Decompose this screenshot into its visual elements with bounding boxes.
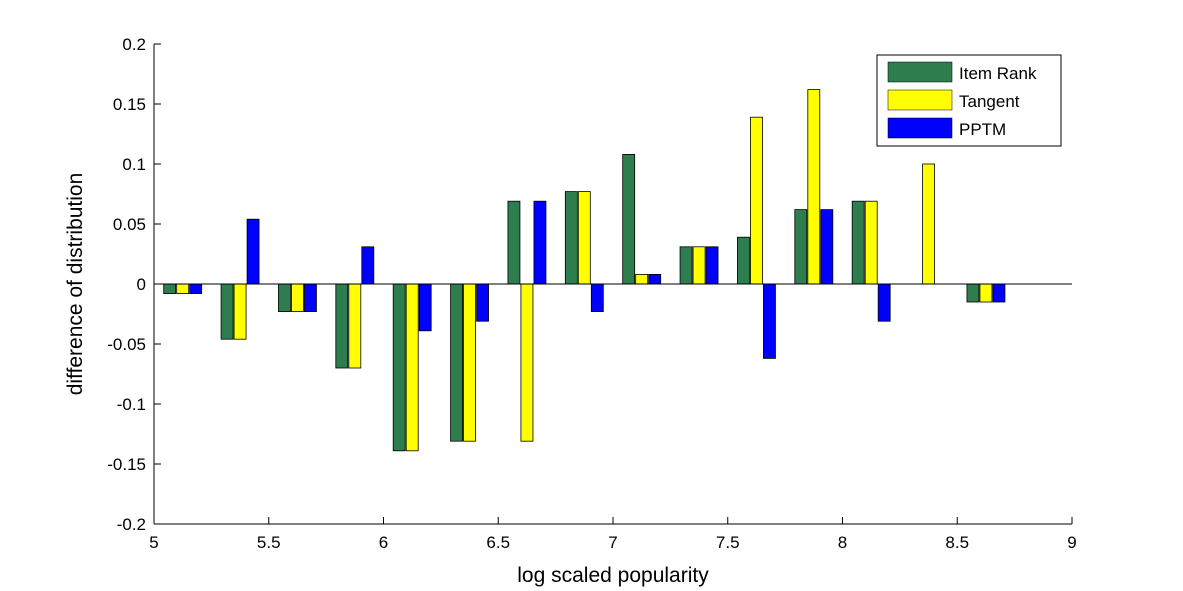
bar-pptm-0: [189, 283, 203, 295]
bar-tangent-11: [807, 89, 821, 285]
bar-tangent-4: [405, 283, 419, 452]
bar-pptm-6: [533, 200, 547, 285]
bar-tangent-6: [520, 283, 534, 442]
bar-pptm-11: [820, 209, 834, 285]
legend-label-item-rank: Item Rank: [959, 64, 1037, 83]
bar-pptm-12: [877, 283, 891, 322]
bar-item-rank-12: [851, 200, 865, 285]
bar-tangent-14: [979, 283, 993, 303]
y-ticks: 0.2 0.15 0.1 0.05 0 -0.05 -0.1 -0.15 -0.2: [107, 35, 161, 534]
y-tick-label: 0.15: [113, 95, 146, 114]
y-tick-label: 0.2: [122, 35, 146, 54]
bar-item-rank-3: [335, 283, 349, 369]
y-tick-label: -0.2: [117, 515, 146, 534]
bar-item-rank-6: [507, 200, 521, 285]
x-tick-label: 9: [1067, 533, 1076, 552]
x-ticks: 5 5.5 6 6.5 7 7.5 8 8.5 9: [149, 517, 1077, 552]
x-tick-label: 8.5: [945, 533, 969, 552]
bar-tangent-7: [577, 191, 591, 285]
bar-pptm-8: [648, 273, 662, 285]
bar-tangent-1: [233, 283, 247, 340]
bar-item-rank-0: [163, 283, 177, 295]
legend: Item Rank Tangent PPTM: [876, 54, 1062, 147]
bar-tangent-0: [176, 283, 190, 295]
y-tick-label: -0.1: [117, 395, 146, 414]
bar-item-rank-2: [278, 283, 291, 313]
bar-item-rank-9: [679, 246, 693, 285]
bar-item-rank-14: [966, 283, 980, 303]
bar-tangent-3: [348, 283, 362, 369]
bar-tangent-9: [692, 246, 706, 285]
bar-pptm-2: [304, 283, 317, 313]
x-tick-label: 7: [608, 533, 617, 552]
bar-tangent-12: [864, 200, 878, 285]
y-tick-label: 0: [137, 275, 146, 294]
bar-tangent-13: [922, 163, 935, 285]
bars-layer: [163, 89, 1006, 452]
legend-swatch-tangent: [887, 89, 953, 111]
bar-item-rank-7: [564, 191, 578, 285]
legend-label-tangent: Tangent: [959, 92, 1020, 111]
bar-item-rank-4: [392, 283, 406, 452]
y-tick-label: -0.05: [107, 335, 146, 354]
bar-tangent-10: [750, 116, 763, 285]
x-tick-label: 6: [379, 533, 388, 552]
legend-label-pptm: PPTM: [959, 120, 1006, 139]
bar-pptm-10: [763, 283, 776, 359]
bar-item-rank-8: [622, 153, 636, 285]
bar-pptm-3: [361, 246, 375, 285]
y-tick-label: 0.1: [122, 155, 146, 174]
bar-tangent-8: [635, 273, 649, 285]
y-axis-label: difference of distribution: [64, 173, 87, 396]
bar-pptm-7: [590, 283, 604, 313]
bar-item-rank-11: [794, 209, 808, 285]
x-tick-label: 5.5: [257, 533, 281, 552]
bar-pptm-5: [476, 283, 489, 322]
x-tick-label: 8: [838, 533, 847, 552]
x-axis-label: log scaled popularity: [517, 564, 709, 587]
bar-pptm-1: [246, 218, 260, 285]
x-tick-label: 6.5: [486, 533, 510, 552]
y-tick-label: 0.05: [113, 215, 146, 234]
bar-pptm-9: [705, 246, 719, 285]
legend-swatch-pptm: [887, 117, 953, 139]
legend-swatch-item-rank: [887, 61, 953, 83]
bar-tangent-2: [291, 283, 304, 313]
bar-pptm-14: [992, 283, 1006, 303]
bar-item-rank-1: [220, 283, 234, 340]
bar-item-rank-10: [737, 236, 750, 285]
y-tick-label: -0.15: [107, 455, 146, 474]
bar-pptm-4: [418, 283, 432, 332]
x-tick-label: 7.5: [716, 533, 740, 552]
bar-tangent-5: [463, 283, 476, 442]
bar-item-rank-5: [450, 283, 463, 442]
x-tick-label: 5: [149, 533, 158, 552]
